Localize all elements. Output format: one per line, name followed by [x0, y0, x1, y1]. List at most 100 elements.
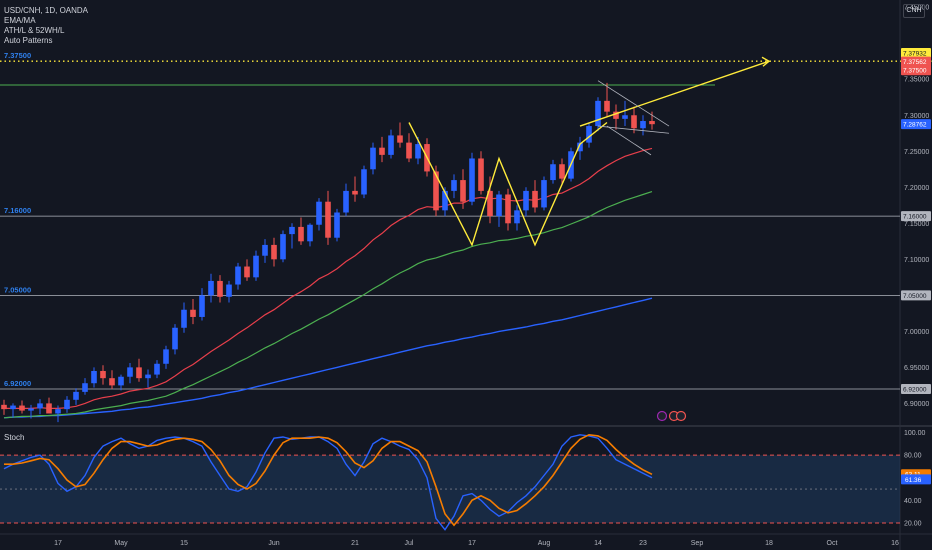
candle: [109, 370, 115, 389]
candle: [325, 190, 331, 245]
time-tick-label: 14: [594, 540, 602, 547]
candle: [487, 176, 493, 224]
candle: [595, 97, 601, 132]
candle: [613, 104, 619, 130]
price-tick-label: 6.95000: [904, 365, 929, 372]
candle: [253, 250, 259, 281]
candle-body: [253, 255, 259, 278]
stoch-indicator-label: Stoch: [4, 433, 25, 442]
candle: [640, 115, 646, 136]
candle-body: [595, 100, 601, 127]
candle: [154, 360, 160, 379]
candle: [388, 129, 394, 159]
candle-body: [19, 405, 25, 411]
event-icon: [675, 410, 687, 422]
candle-body: [496, 194, 502, 217]
chart-legend: USD/CNH, 1D, OANDA EMA/MA ATH/L & 52WH/L…: [4, 6, 88, 46]
candle-body: [145, 374, 151, 379]
candle-body: [10, 405, 16, 410]
candle: [496, 190, 502, 227]
candle-body: [100, 370, 106, 379]
time-tick-label: May: [114, 540, 128, 547]
candle-body: [118, 376, 124, 386]
candle-body: [226, 284, 232, 297]
price-badge: [901, 65, 931, 76]
candle-body: [604, 100, 610, 112]
candle-body: [235, 266, 241, 285]
wedge-line: [606, 125, 652, 156]
candle-body: [136, 367, 142, 379]
price-badge-label: 6.92000: [903, 386, 927, 393]
candle: [10, 403, 16, 418]
candle-body: [550, 164, 556, 181]
candle-body: [532, 190, 538, 208]
candle-body: [271, 244, 277, 260]
candle-body: [37, 403, 43, 409]
candle: [64, 396, 70, 413]
price-tick-label: 7.10000: [904, 257, 929, 264]
candle: [91, 367, 97, 388]
candle-body: [316, 201, 322, 225]
price-badge: [901, 383, 931, 394]
candle-body: [46, 403, 52, 414]
currency-button[interactable]: CNH: [903, 4, 925, 18]
price-tick-label: 7.30000: [904, 113, 929, 120]
candle: [172, 324, 178, 355]
candle: [127, 363, 133, 384]
candle-body: [28, 408, 34, 411]
candle-body: [172, 327, 178, 350]
candle: [271, 237, 277, 267]
candle: [406, 133, 412, 163]
candle: [37, 399, 43, 415]
candle-body: [163, 349, 169, 364]
candle: [163, 345, 169, 369]
candle: [532, 180, 538, 213]
candle-body: [460, 180, 466, 202]
wedge-line: [597, 80, 670, 127]
candle-body: [514, 210, 520, 224]
time-tick-label: 23: [639, 540, 647, 547]
candle-body: [586, 126, 592, 143]
candle: [433, 165, 439, 217]
candle-body: [613, 111, 619, 119]
time-tick-label: Aug: [538, 540, 551, 547]
price-tick-label: 7.45000: [904, 5, 929, 12]
ma-slow-line: [3, 297, 653, 419]
candle: [73, 388, 79, 405]
candle-body: [406, 142, 412, 159]
candle: [298, 217, 304, 245]
candle-body: [1, 404, 7, 410]
candle-body: [577, 142, 583, 152]
candle: [136, 358, 142, 382]
candle-body: [73, 391, 79, 400]
time-tick-label: Jul: [405, 540, 414, 547]
candle: [316, 198, 322, 231]
candle-body: [217, 280, 223, 297]
time-tick-label: 17: [54, 540, 62, 547]
candle: [622, 100, 628, 127]
candle: [514, 205, 520, 231]
candle: [334, 208, 340, 242]
candle: [523, 187, 529, 217]
candle: [469, 152, 475, 206]
time-tick-label: Oct: [827, 540, 838, 547]
candle: [226, 280, 232, 303]
time-tick-label: Jun: [268, 540, 279, 547]
candle: [280, 230, 286, 263]
candle: [478, 151, 484, 195]
candle-body: [541, 180, 547, 208]
horizontal-level-label: 6.92000: [4, 379, 31, 388]
price-badge-label: 7.37500: [903, 68, 927, 75]
candle: [289, 223, 295, 249]
price-badge: [901, 119, 931, 130]
candle-body: [262, 244, 268, 256]
candle-body: [127, 367, 133, 377]
candle: [343, 183, 349, 217]
candle: [505, 188, 511, 231]
time-tick-label: 17: [468, 540, 476, 547]
candle: [28, 404, 34, 419]
candle-body: [640, 121, 646, 129]
candle-body: [244, 266, 250, 278]
candle-body: [379, 147, 385, 155]
